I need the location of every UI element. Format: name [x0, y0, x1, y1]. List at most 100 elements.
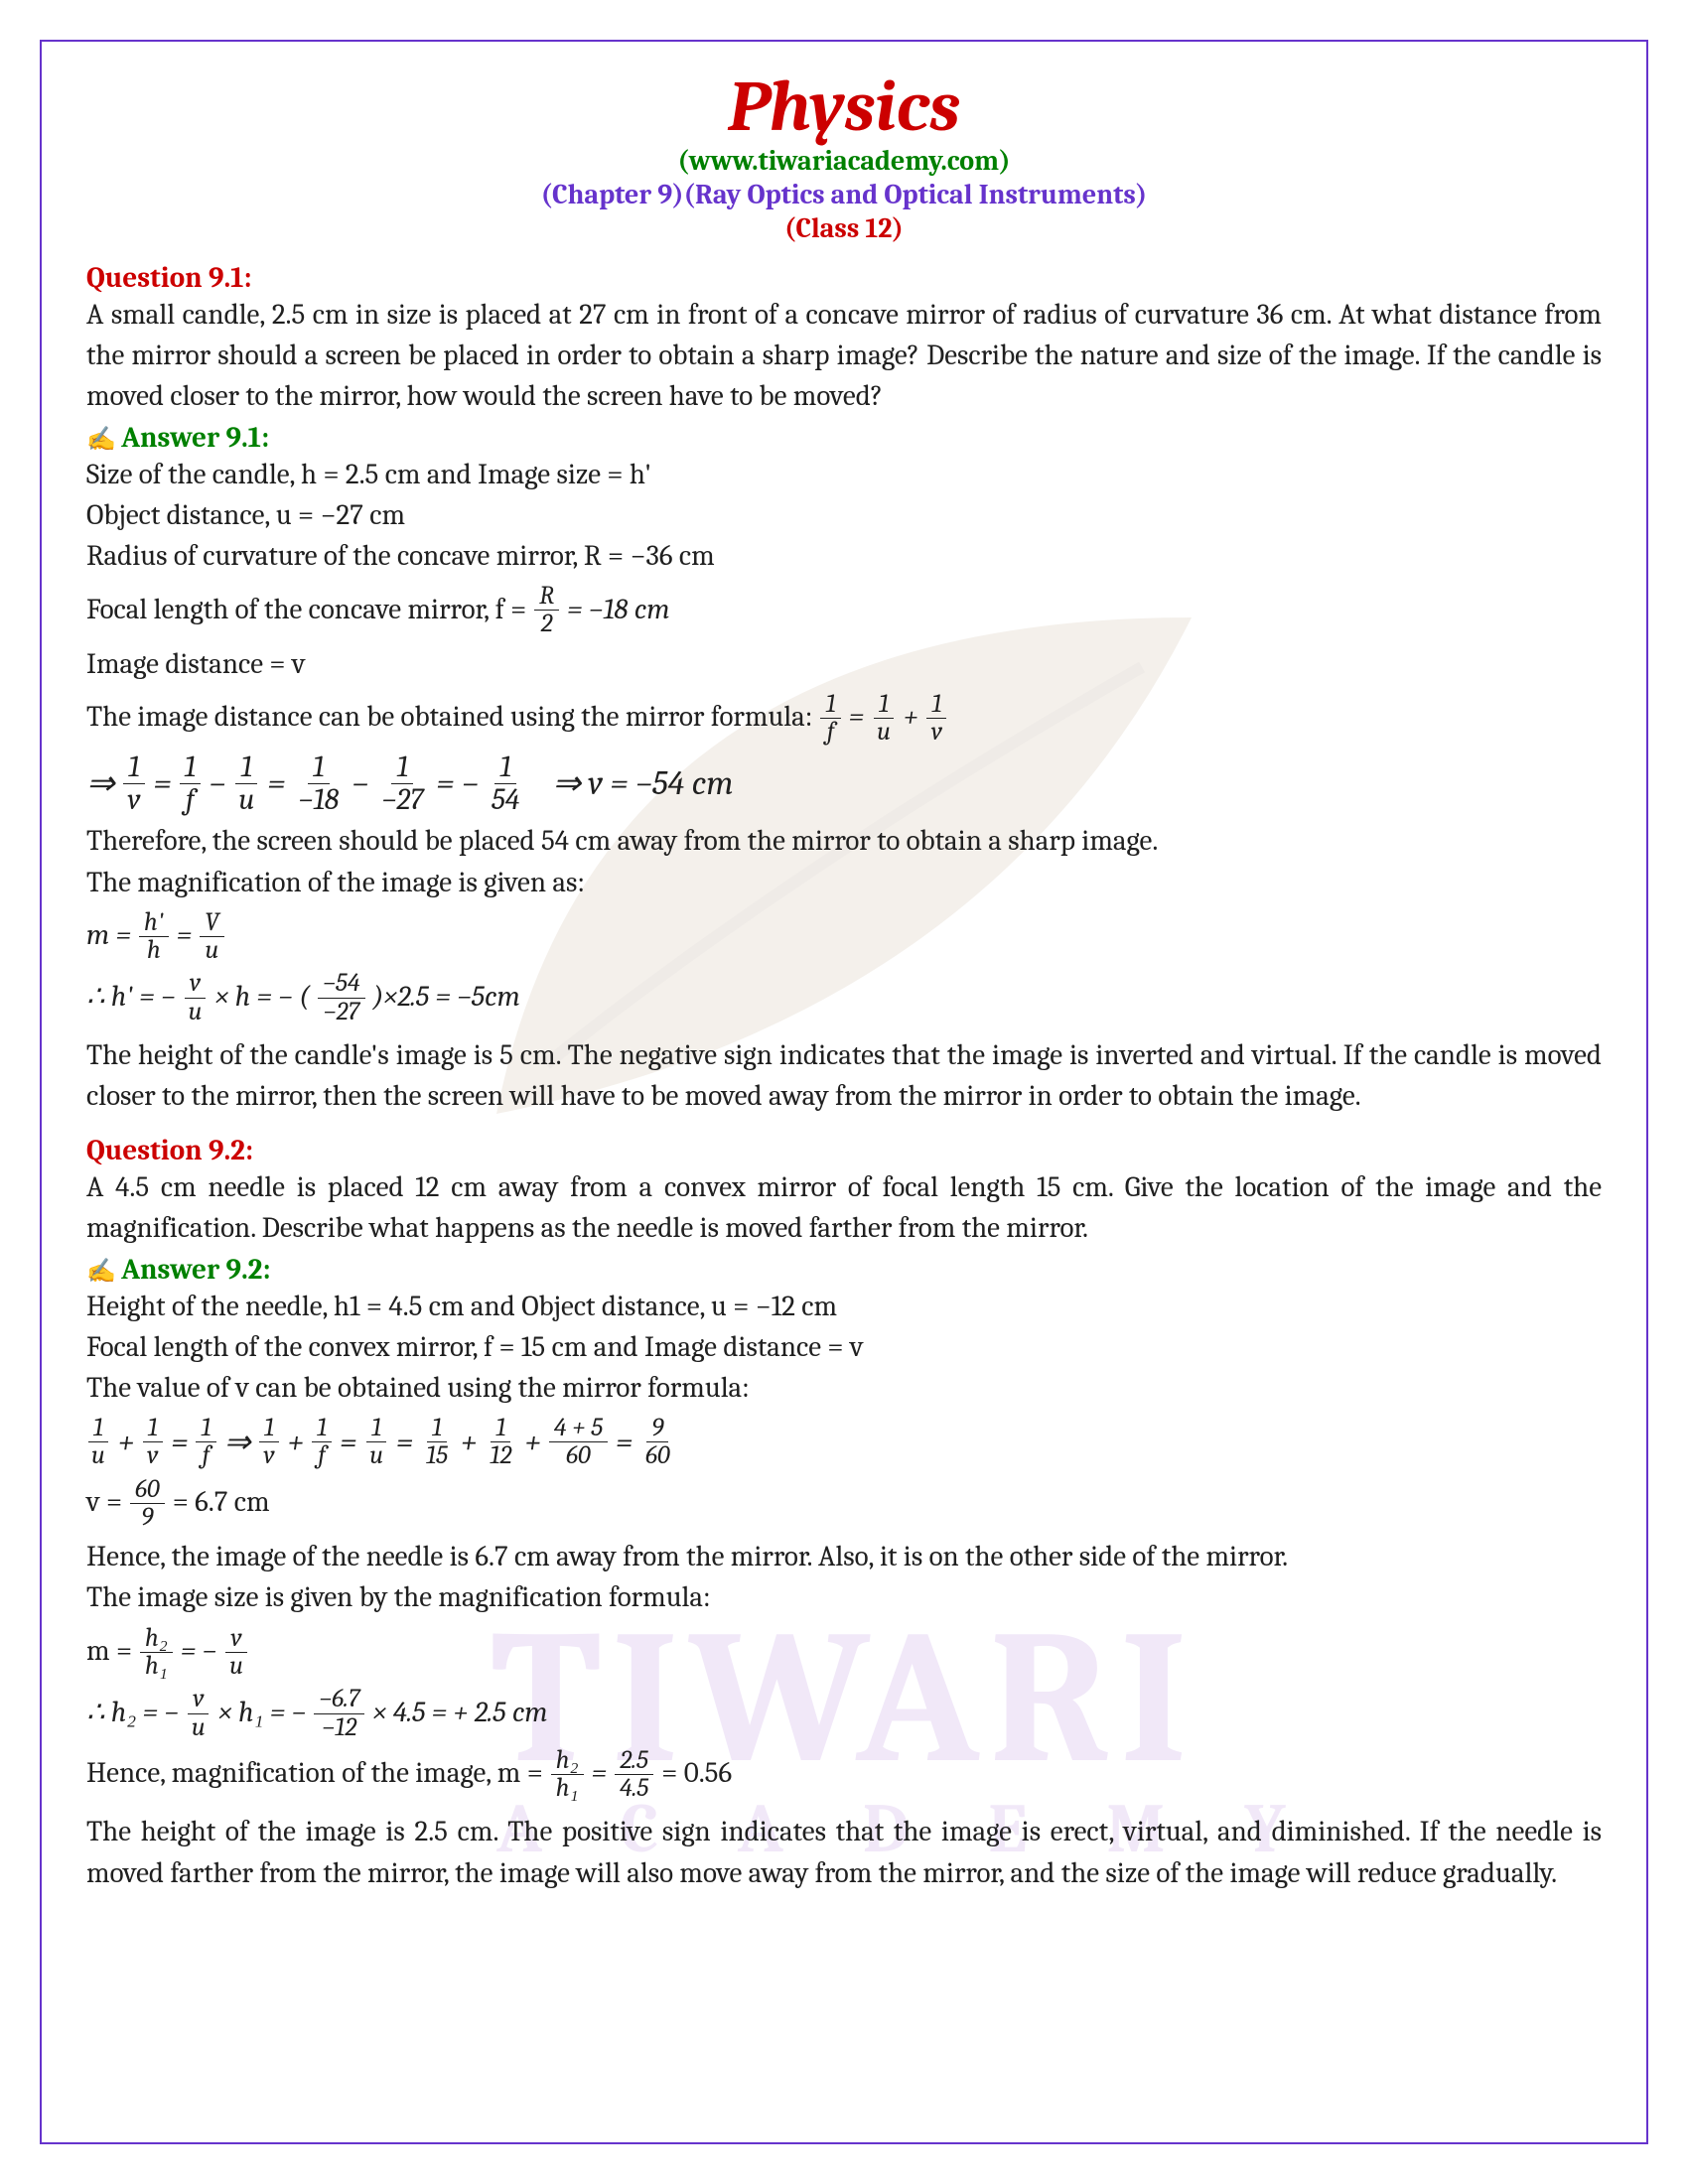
tail: )×2.5 = −5cm — [373, 975, 520, 1021]
tail: = 0.56 — [661, 1751, 732, 1797]
tail: = 6.7 cm — [173, 1480, 270, 1526]
frac: 1v — [123, 751, 146, 815]
frac: 1−27 — [376, 751, 428, 815]
frac: 1u — [233, 751, 259, 815]
q1-text: A small candle, 2.5 cm in size is placed… — [86, 295, 1602, 418]
eq: = — [171, 1417, 188, 1467]
a1-l11: ∴ h' = − vu × h = − ( −54−27 )×2.5 = −5c… — [86, 970, 1602, 1025]
frac: 1v — [142, 1415, 163, 1470]
frac: 960 — [640, 1415, 675, 1470]
frac: h₂h₁ — [551, 1747, 584, 1803]
lead: v = — [86, 1480, 122, 1526]
a1-l9: The magnification of the image is given … — [86, 863, 1602, 903]
frac: 1f — [196, 1415, 215, 1470]
frac: 1v — [258, 1415, 279, 1470]
mid: × h = − ( — [214, 975, 310, 1021]
title-main: Physics — [86, 71, 1602, 143]
a1-l3: Radius of curvature of the concave mirro… — [86, 536, 1602, 577]
mid: × h₁ = − — [218, 1691, 306, 1736]
eq: = — [267, 756, 285, 810]
a2-l3: The value of v can be obtained using the… — [86, 1368, 1602, 1409]
tail: ⇒ v = −54 cm — [552, 756, 733, 810]
q2-text: A 4.5 cm needle is placed 12 cm away fro… — [86, 1167, 1602, 1249]
frac: 1f — [312, 1415, 332, 1470]
a2-l4: 1u + 1v = 1f ⇒ 1v + 1f = 1u = 115 + 112 … — [86, 1415, 1602, 1470]
a1-l2: Object distance, u = −27 cm — [86, 495, 1602, 536]
mid: = — [177, 913, 192, 959]
title-chapter: (Chapter 9)(Ray Optics and Optical Instr… — [86, 179, 1602, 210]
a1-l1: Size of the candle, h = 2.5 cm and Image… — [86, 455, 1602, 495]
lead: ∴ h' = − — [86, 975, 176, 1021]
frac: 1f — [180, 751, 202, 815]
frac: h'h — [139, 909, 169, 965]
frac: vu — [187, 1686, 211, 1741]
a2-l5: v = 609 = 6.7 cm — [86, 1476, 1602, 1532]
arrow: ⇒ — [224, 1417, 251, 1467]
q1-label: Question 9.1: — [86, 262, 1602, 295]
tail: × 4.5 = + 2.5 cm — [372, 1691, 547, 1736]
a2-l2: Focal length of the convex mirror, f = 1… — [86, 1327, 1602, 1368]
plus: + — [118, 1417, 134, 1467]
frac: 154 — [487, 751, 524, 815]
a1-l10: m = h'h = Vu — [86, 909, 1602, 965]
a1-l6: The image distance can be obtained using… — [86, 691, 1602, 747]
a1-label: Answer 9.1: — [86, 422, 1602, 455]
frac: 1v — [926, 691, 947, 747]
title-site: (www.tiwariacademy.com) — [86, 145, 1602, 177]
a2-l1: Height of the needle, h1 = 4.5 cm and Ob… — [86, 1287, 1602, 1327]
minus: − — [352, 756, 368, 810]
a1-l4a: Focal length of the concave mirror, f = — [86, 588, 526, 633]
a2-l9: ∴ h₂ = − vu × h₁ = − −6.7−12 × 4.5 = + 2… — [86, 1686, 1602, 1741]
frac: 1u — [872, 691, 896, 747]
minus: − — [209, 756, 225, 810]
frac: vu — [184, 970, 208, 1025]
page-content: Physics (www.tiwariacademy.com) (Chapter… — [86, 71, 1602, 1894]
a1-l5: Image distance = v — [86, 644, 1602, 685]
mid: = — [592, 1751, 607, 1797]
lead: m = — [86, 1629, 132, 1675]
frac-R-2: R2 — [534, 583, 559, 638]
frac: 115 — [421, 1415, 453, 1470]
a2-l11: The height of the image is 2.5 cm. The p… — [86, 1812, 1602, 1893]
page-header: Physics (www.tiwariacademy.com) (Chapter… — [86, 71, 1602, 244]
lead: ∴ h₂ = − — [86, 1691, 179, 1736]
frac: 112 — [485, 1415, 516, 1470]
eq: = — [396, 1417, 413, 1467]
a1-l7: ⇒ 1v = 1f − 1u = 1−18 − 1−27 = − 154 ⇒ v… — [86, 751, 1602, 815]
plus: + — [288, 1417, 304, 1467]
a2-l6: Hence, the image of the needle is 6.7 cm… — [86, 1537, 1602, 1577]
frac: 1u — [364, 1415, 388, 1470]
frac: −54−27 — [318, 970, 365, 1025]
frac: −6.7−12 — [314, 1686, 364, 1741]
eq: = − — [436, 756, 479, 810]
frac: 4 + 560 — [549, 1415, 608, 1470]
eq: = — [153, 756, 171, 810]
frac: vu — [224, 1625, 248, 1681]
a1-l8: Therefore, the screen should be placed 5… — [86, 821, 1602, 862]
lead: Hence, magnification of the image, m = — [86, 1751, 543, 1797]
a1-l12: The height of the candle's image is 5 cm… — [86, 1035, 1602, 1117]
frac: 1u — [86, 1415, 110, 1470]
lead: ⇒ — [86, 756, 115, 810]
a2-l8: m = h₂h₁ = − vu — [86, 1625, 1602, 1681]
eq: = — [340, 1417, 356, 1467]
frac: 609 — [130, 1476, 165, 1532]
frac: 1f — [820, 691, 840, 747]
page-border: TIWARI ACADEMY Physics (www.tiwariacadem… — [40, 40, 1648, 2144]
frac: h₂h₁ — [140, 1625, 173, 1681]
a2-l7: The image size is given by the magnifica… — [86, 1577, 1602, 1618]
a2-label: Answer 9.2: — [86, 1254, 1602, 1287]
plus: + — [904, 695, 918, 741]
eq: = — [849, 695, 864, 741]
lead: m = — [86, 913, 131, 959]
mid: = − — [181, 1629, 216, 1675]
plus: + — [524, 1417, 540, 1467]
a1-l4: Focal length of the concave mirror, f = … — [86, 583, 1602, 638]
frac: 1−18 — [293, 751, 344, 815]
a2-l10: Hence, magnification of the image, m = h… — [86, 1747, 1602, 1803]
a1-l4b: = −18 cm — [567, 588, 670, 633]
title-class: (Class 12) — [86, 212, 1602, 244]
a1-l6a: The image distance can be obtained using… — [86, 695, 812, 741]
eq: = — [616, 1417, 633, 1467]
frac: Vu — [200, 909, 223, 965]
